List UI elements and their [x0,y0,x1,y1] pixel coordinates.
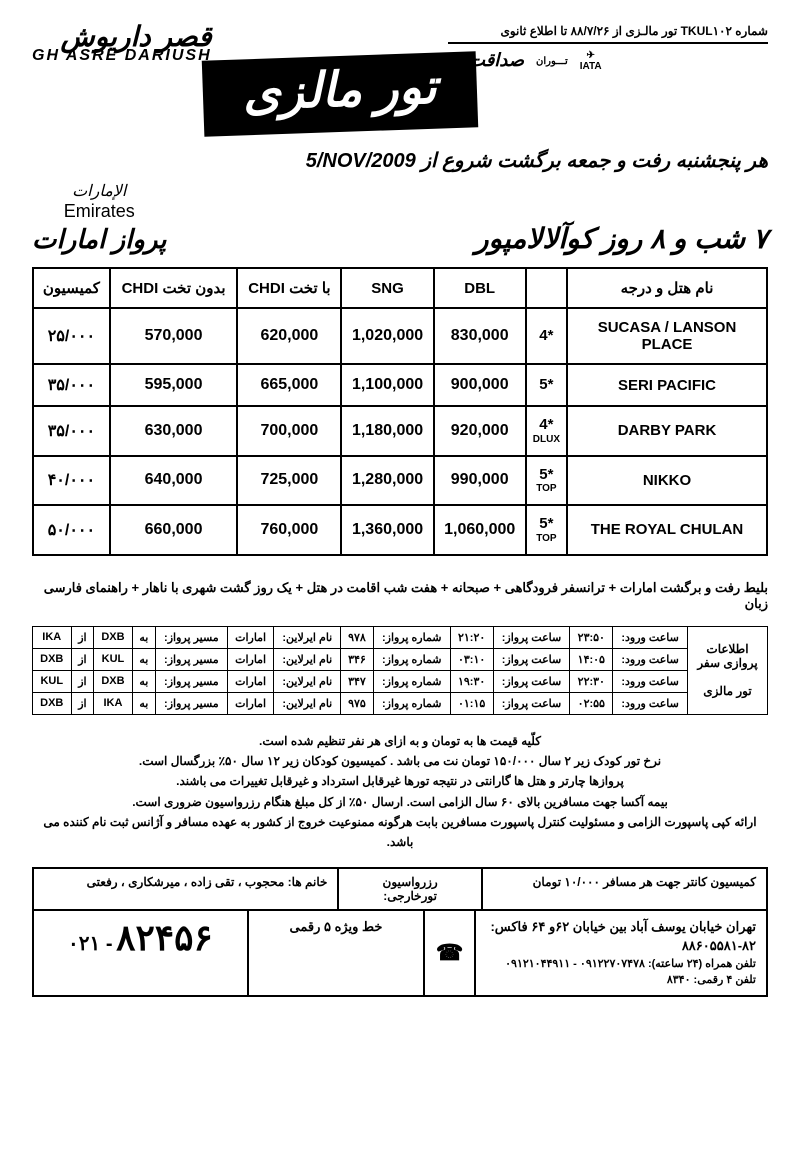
reference-line: شماره TKUL۱۰۲ تور مالـزی از ۸۸/۷/۲۶ تا ا… [448,24,768,44]
footer-row-2: تهران خیابان یوسف آباد بین خیابان ۶۲و ۶۴… [32,911,768,997]
phone-icon: ☎ [423,911,474,995]
flight-table: اطلاعات پروازی سفر تور مالزیساعت ورود:۲۳… [32,626,768,715]
schedule-subtitle: هر پنجشنبه رفت و جمعه برگشت شروع از 5/NO… [32,148,768,173]
footer-row-1: کمیسیون کانتر جهت هر مسافر ۱۰/۰۰۰ تومان … [32,867,768,911]
notes: کلّیه قیمت ها به تومان و به ازای هر نفر … [32,731,768,853]
price-table: کمیسیونCHDI بدون تختCHDI با تختSNGDBLنام… [32,267,768,556]
includes-line: بلیط رفت و برگشت امارات + ترانسفر فرودگا… [32,580,768,612]
duration: ۷ شب و ۸ روز کوآلالامپور [475,222,768,255]
company-logo: قصر داریوش GH ASRE DARIUSH [32,24,212,64]
tour-title-banner: تور مالزی [202,51,478,137]
emirates-logo: الإمارات Emirates پرواز امارات [32,181,166,255]
